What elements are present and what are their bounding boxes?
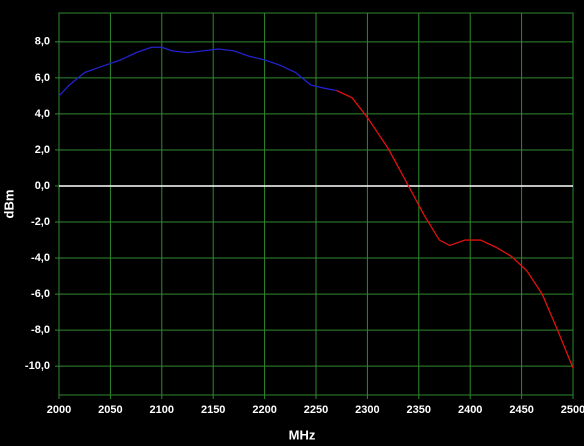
- y-tick-label: -8,0: [31, 324, 50, 336]
- x-tick-label: 2200: [252, 404, 276, 416]
- x-tick-label: 2250: [304, 404, 328, 416]
- series-line: [58, 46, 337, 97]
- y-tick-label: 8,0: [35, 36, 50, 48]
- x-tick-label: 2500: [561, 404, 584, 416]
- y-tick-label: 6,0: [35, 72, 50, 84]
- x-tick-label: 2400: [458, 404, 482, 416]
- y-axis-label: dBm: [1, 190, 16, 219]
- series-line: [336, 89, 574, 369]
- x-tick-label: 2300: [355, 404, 379, 416]
- x-axis-label: MHz: [289, 427, 316, 442]
- x-tick-label: 2350: [407, 404, 431, 416]
- x-tick-label: 2000: [47, 404, 71, 416]
- x-tick-label: 2050: [98, 404, 122, 416]
- y-tick-label: -10,0: [25, 360, 50, 372]
- y-tick-label: 2,0: [35, 144, 50, 156]
- y-tick-label: 0,0: [35, 180, 50, 192]
- y-tick-label: -4,0: [31, 252, 50, 264]
- y-tick-label: -6,0: [31, 288, 50, 300]
- y-tick-label: 4,0: [35, 108, 50, 120]
- x-tick-label: 2100: [150, 404, 174, 416]
- y-tick-label: -2,0: [31, 216, 50, 228]
- x-tick-label: 2150: [201, 404, 225, 416]
- x-tick-label: 2450: [509, 404, 533, 416]
